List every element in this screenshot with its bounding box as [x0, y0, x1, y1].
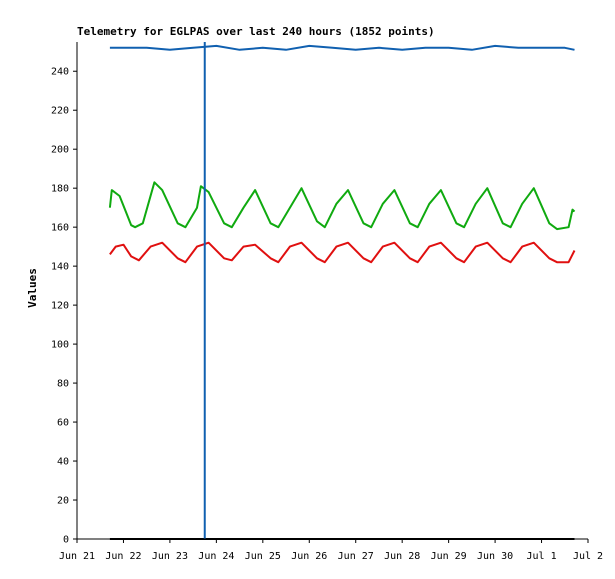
y-tick-label: 120 — [51, 301, 69, 312]
x-tick-label: Jun 26 — [291, 551, 327, 562]
y-axis-label: Values — [26, 268, 39, 308]
y-tick-label: 200 — [51, 145, 69, 156]
y-tick-label: 20 — [57, 496, 69, 507]
x-tick-label: Jun 27 — [338, 551, 374, 562]
y-tick-label: 220 — [51, 106, 69, 117]
y-tick-label: 80 — [57, 379, 69, 390]
y-tick-label: 100 — [51, 340, 69, 351]
y-tick-label: 40 — [57, 457, 69, 468]
y-tick-label: 60 — [57, 418, 69, 429]
x-tick-label: Jun 21 — [59, 551, 95, 562]
axis-layer: 0 20 40 60 80 100 120 140 160 180 200 220 240 Jun 21 J… — [51, 42, 603, 562]
x-tick-label: Jun 30 — [477, 551, 513, 562]
y-tick-label: 160 — [51, 223, 69, 234]
x-tick-label: Jun 22 — [105, 551, 141, 562]
y-tick-label: 140 — [51, 262, 69, 273]
x-tick-label: Jul 2 — [573, 551, 603, 562]
y-tick-label: 240 — [51, 67, 69, 78]
x-tick-label: Jun 29 — [431, 551, 467, 562]
x-tick-label: Jun 24 — [198, 551, 234, 562]
x-tick-label: Jun 28 — [384, 551, 420, 562]
series-line-2 — [108, 181, 576, 231]
x-tick-label: Jun 23 — [152, 551, 188, 562]
y-tick-label: 0 — [63, 535, 69, 546]
y-tick-label: 180 — [51, 184, 69, 195]
series-layer — [108, 44, 576, 540]
chart-title: Telemetry for EGLPAS over last 240 hours… — [77, 25, 435, 38]
x-tick-label: Jun 25 — [245, 551, 281, 562]
series-line-3 — [109, 241, 576, 264]
series-line-1 — [109, 44, 575, 51]
x-tick-label: Jul 1 — [526, 551, 556, 562]
